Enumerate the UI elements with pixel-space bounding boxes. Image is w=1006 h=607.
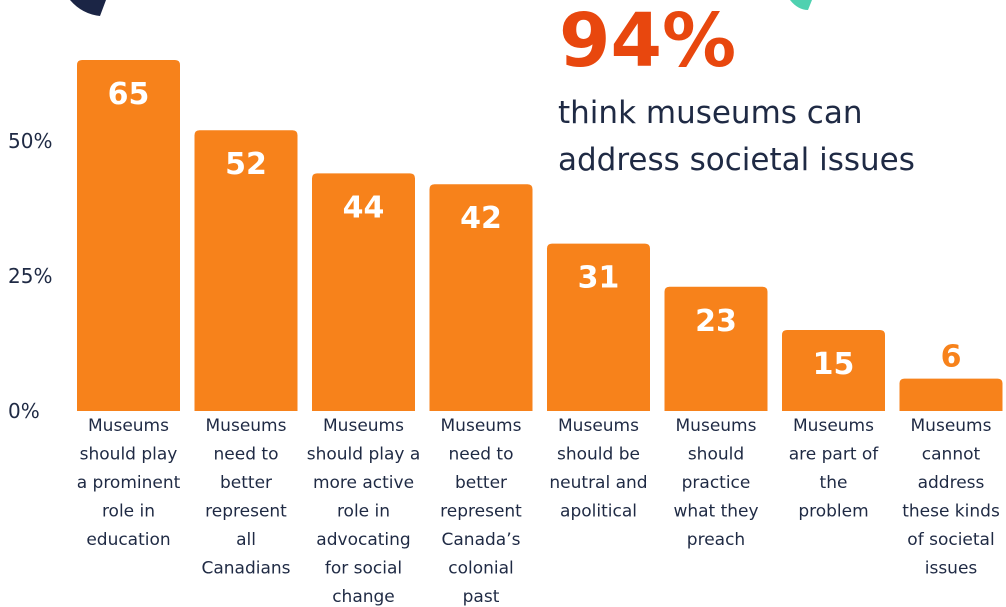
category-label: Museums are part of the problem: [789, 416, 880, 522]
bar: [429, 184, 533, 411]
callout-percent: 94%: [559, 0, 736, 84]
bar: [194, 130, 298, 411]
bar-value-label: 15: [813, 347, 855, 382]
decorative-shapes: [70, 0, 812, 16]
bar-value-label: 44: [343, 190, 385, 225]
bar: [547, 243, 650, 411]
category-label: Museums should play a prominent role in educ…: [77, 416, 181, 550]
y-axis: 0% 25% 50%: [8, 129, 52, 423]
bar-value-label: 31: [578, 261, 620, 296]
bar-value-label: 42: [460, 201, 502, 236]
bar: [77, 60, 180, 411]
bar: [312, 173, 415, 411]
category-labels: Museums should play a prominent role in educ…: [77, 416, 1000, 607]
bar-value-label: 6: [941, 340, 962, 375]
y-tick-label: 25%: [8, 264, 52, 288]
category-label: Museums should be neutral and apolitical: [549, 416, 647, 522]
bar: [899, 378, 1003, 411]
bar-value-label: 23: [695, 304, 737, 339]
category-label: Museums should play a more active role in ad…: [307, 416, 421, 607]
bar: [782, 330, 885, 411]
bar-value-label: 52: [225, 147, 267, 182]
callout-line-1: think museums can: [558, 95, 862, 131]
category-label: Museums need to better represent all Canadian…: [201, 416, 290, 579]
category-label: Museums should practice what they preach: [673, 416, 758, 550]
navy-decor-shape: [70, 0, 106, 16]
category-label: Museums cannot address these kinds of societ…: [902, 416, 1000, 579]
teal-decor-shape: [790, 0, 812, 10]
callout: 94% think museums can address societal i…: [558, 0, 915, 178]
value-labels: 65 52 44 42 31 23 15 6: [108, 77, 962, 382]
category-label: Museums need to better represent Canada’s col…: [440, 416, 522, 607]
callout-line-2: address societal issues: [558, 142, 915, 178]
y-tick-label: 50%: [8, 129, 52, 153]
bar-value-label: 65: [108, 77, 150, 112]
bars: [77, 60, 1003, 411]
y-tick-label: 0%: [8, 399, 40, 423]
bar: [664, 286, 768, 411]
